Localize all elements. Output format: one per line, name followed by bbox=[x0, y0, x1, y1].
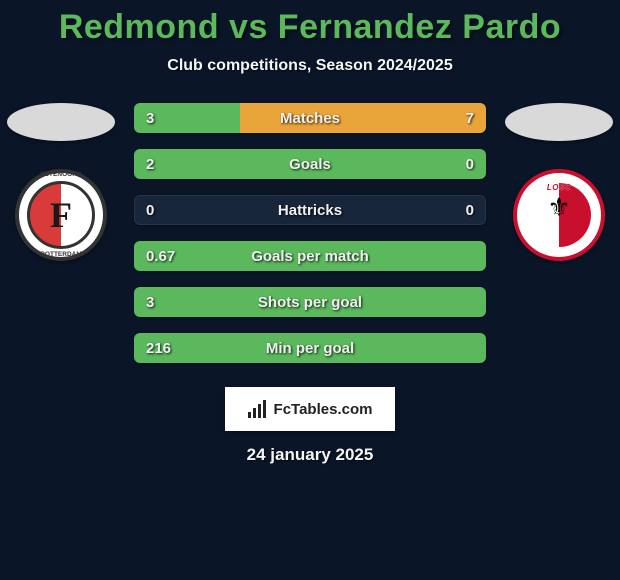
stat-row: 3Matches7 bbox=[134, 103, 486, 133]
stat-left-value: 3 bbox=[146, 294, 154, 311]
stat-label: Goals bbox=[134, 156, 486, 173]
stat-label: Matches bbox=[134, 110, 486, 127]
feyenoord-f-icon: F bbox=[50, 194, 72, 236]
right-player-photo-placeholder bbox=[505, 103, 613, 141]
left-team-badge: FEYENOORD F ROTTERDAM bbox=[15, 169, 107, 261]
stat-overlay: 0.67Goals per match bbox=[134, 241, 486, 271]
right-team-badge: LOSC ⚜ bbox=[513, 169, 605, 261]
stat-left-value: 0.67 bbox=[146, 248, 175, 265]
stat-overlay: 3Matches7 bbox=[134, 103, 486, 133]
right-column: LOSC ⚜ bbox=[504, 103, 614, 261]
bar-chart-icon bbox=[248, 400, 268, 418]
stat-overlay: 2Goals0 bbox=[134, 149, 486, 179]
stat-row: 2Goals0 bbox=[134, 149, 486, 179]
stat-left-value: 0 bbox=[146, 202, 154, 219]
stat-right-value: 7 bbox=[466, 110, 474, 127]
main-row: FEYENOORD F ROTTERDAM 3Matches72Goals00H… bbox=[0, 103, 620, 379]
brand-text: FcTables.com bbox=[274, 401, 373, 418]
stat-label: Hattricks bbox=[134, 202, 486, 219]
stat-label: Shots per goal bbox=[134, 294, 486, 311]
brand-watermark: FcTables.com bbox=[225, 387, 395, 431]
date-label: 24 january 2025 bbox=[0, 445, 620, 465]
stat-right-value: 0 bbox=[466, 202, 474, 219]
stat-row: 216Min per goal bbox=[134, 333, 486, 363]
stat-left-value: 2 bbox=[146, 156, 154, 173]
stat-label: Min per goal bbox=[134, 340, 486, 357]
stat-overlay: 0Hattricks0 bbox=[134, 195, 486, 225]
stat-left-value: 3 bbox=[146, 110, 154, 127]
subtitle: Club competitions, Season 2024/2025 bbox=[0, 57, 620, 75]
losc-crest-icon: LOSC ⚜ bbox=[527, 183, 591, 247]
stat-row: 3Shots per goal bbox=[134, 287, 486, 317]
badge-ring-text-top: FEYENOORD bbox=[19, 171, 103, 178]
comparison-card: Redmond vs Fernandez Pardo Club competit… bbox=[0, 0, 620, 465]
stat-right-value: 0 bbox=[466, 156, 474, 173]
badge-ring-text-bottom: ROTTERDAM bbox=[19, 251, 103, 258]
stat-overlay: 3Shots per goal bbox=[134, 287, 486, 317]
stats-column: 3Matches72Goals00Hattricks00.67Goals per… bbox=[116, 103, 504, 379]
losc-mastiff-icon: ⚜ bbox=[547, 194, 570, 220]
feyenoord-crest-icon: F bbox=[27, 181, 95, 249]
left-player-photo-placeholder bbox=[7, 103, 115, 141]
page-title: Redmond vs Fernandez Pardo bbox=[0, 8, 620, 47]
stat-row: 0.67Goals per match bbox=[134, 241, 486, 271]
stat-left-value: 216 bbox=[146, 340, 171, 357]
stat-overlay: 216Min per goal bbox=[134, 333, 486, 363]
losc-text-icon: LOSC bbox=[547, 183, 571, 192]
left-column: FEYENOORD F ROTTERDAM bbox=[6, 103, 116, 261]
stat-row: 0Hattricks0 bbox=[134, 195, 486, 225]
stat-label: Goals per match bbox=[134, 248, 486, 265]
